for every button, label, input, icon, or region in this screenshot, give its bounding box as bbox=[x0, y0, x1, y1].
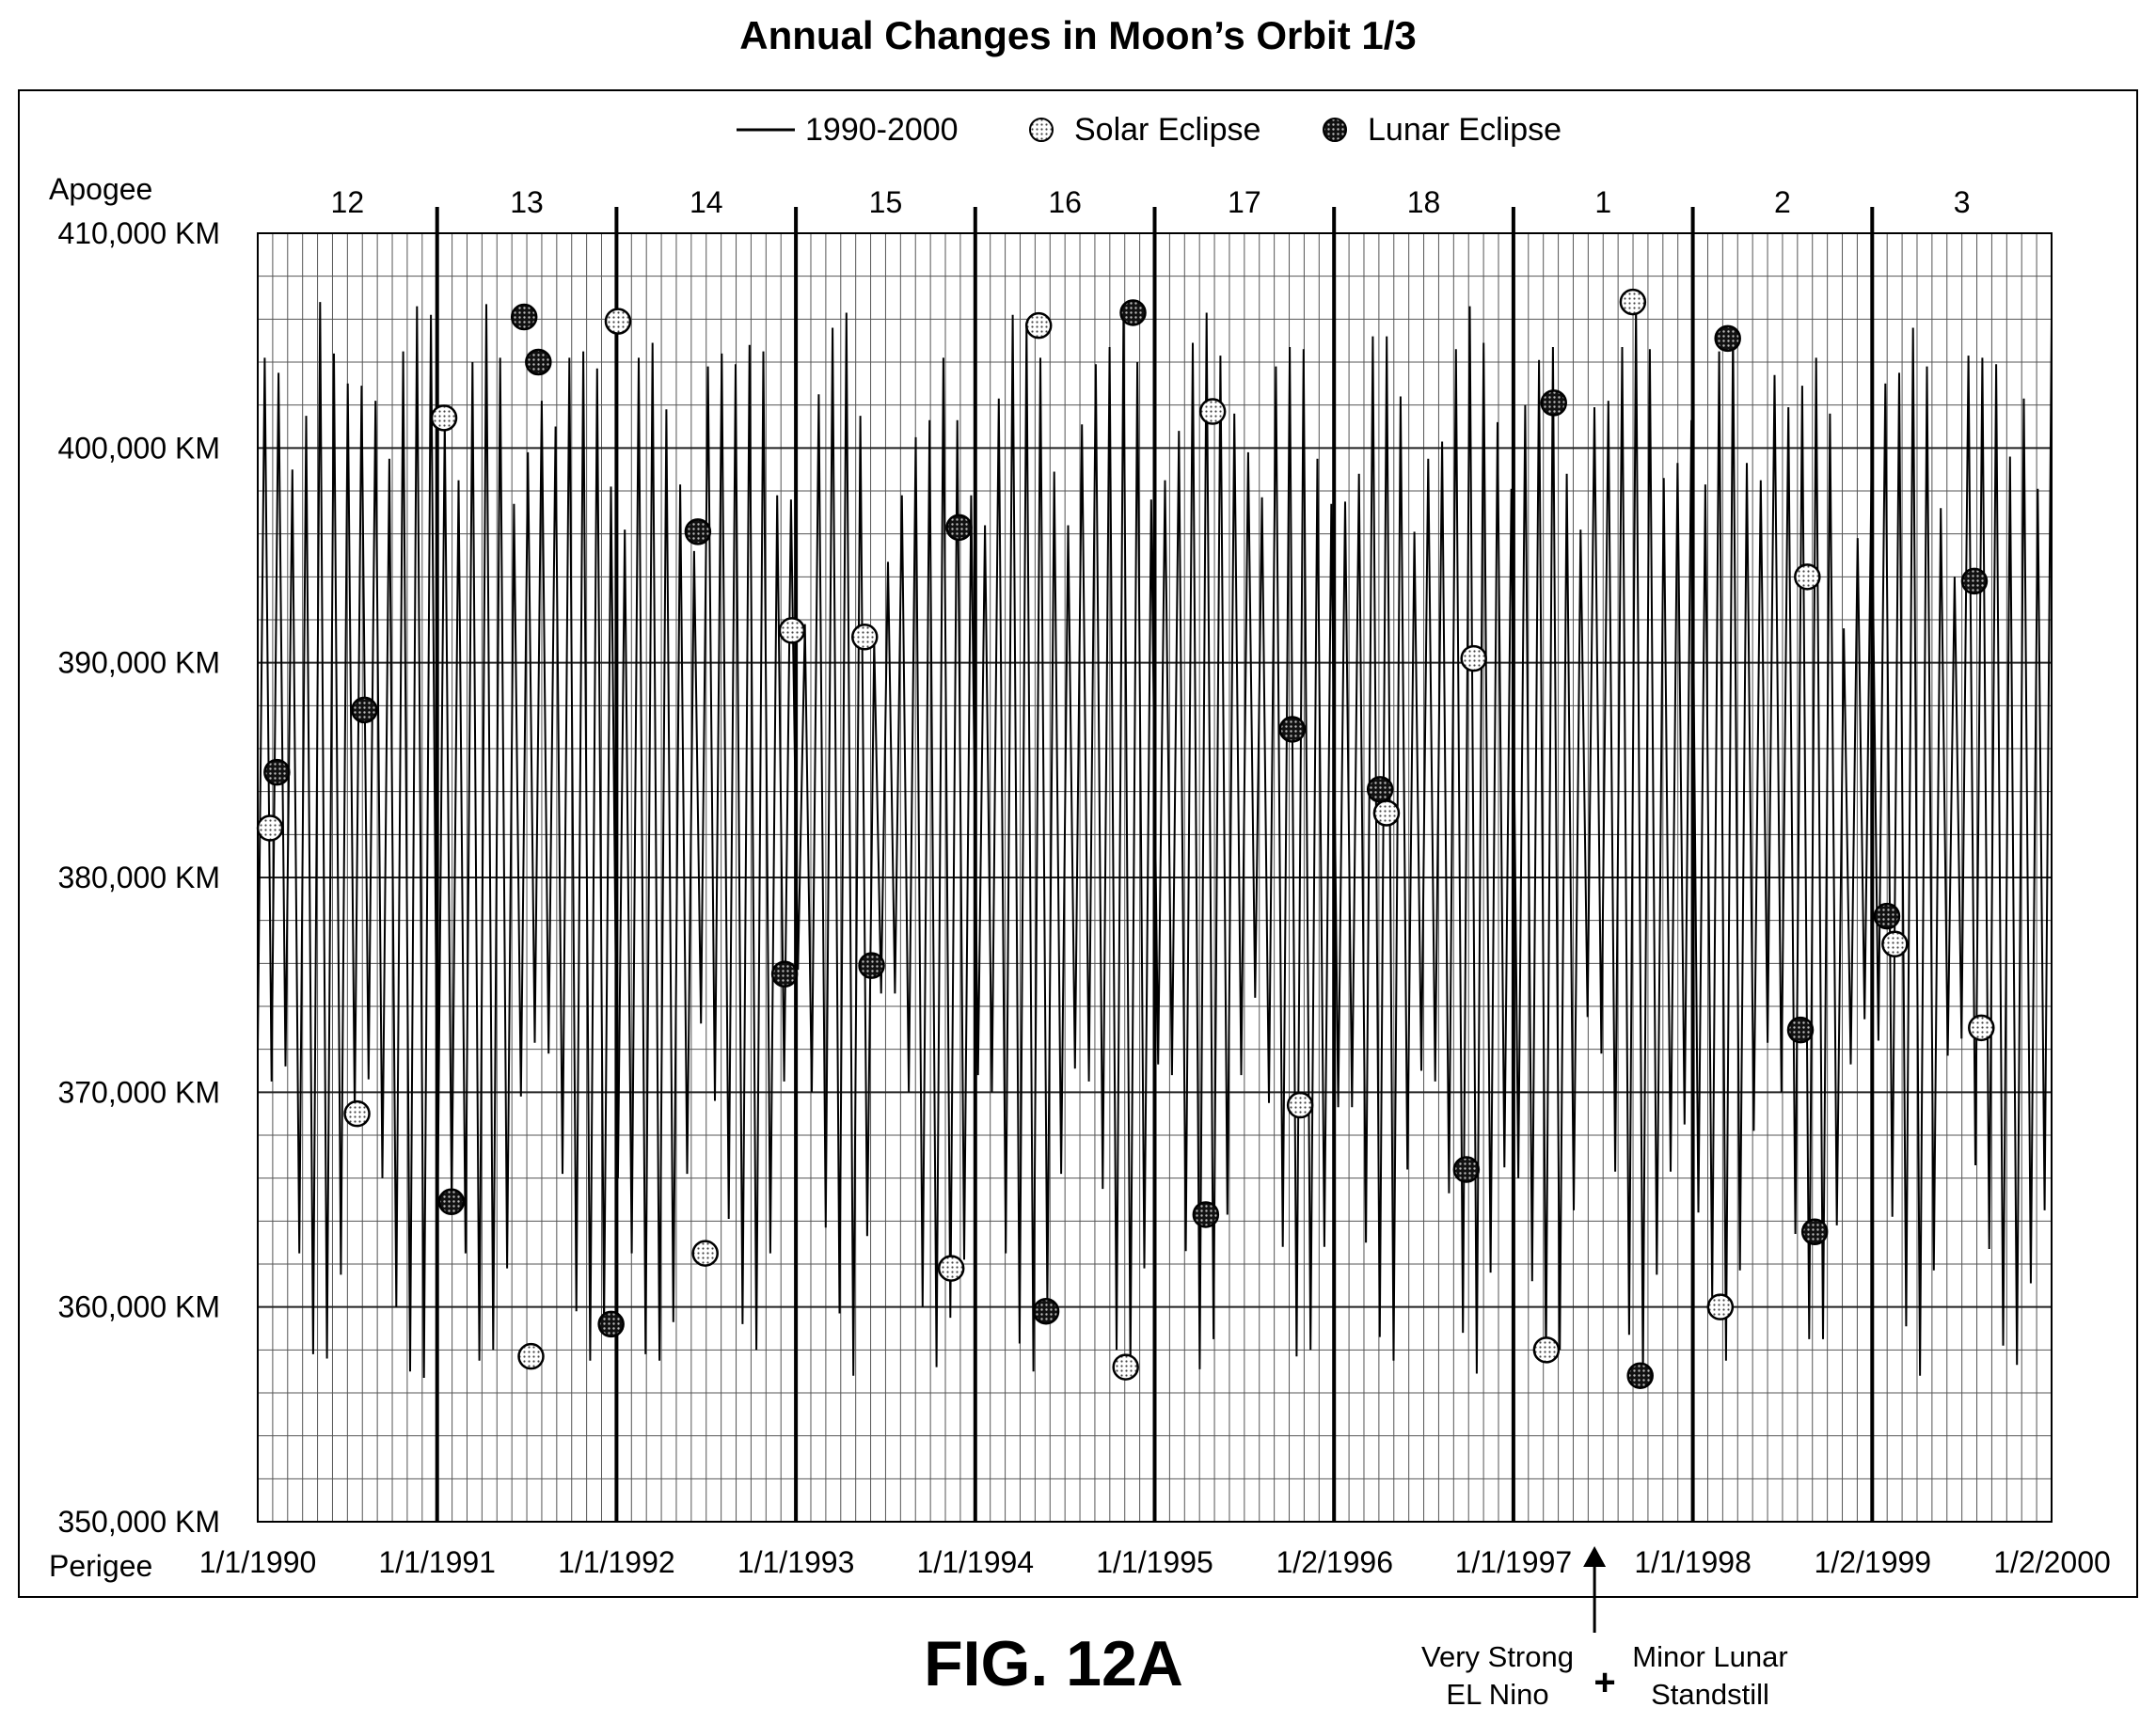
y-tick-label: 400,000 KM bbox=[57, 431, 220, 465]
lunar-eclipse-marker bbox=[1800, 1218, 1829, 1245]
x-tick-label: 1/1/1993 bbox=[737, 1545, 855, 1579]
lunar-eclipse-marker bbox=[1714, 324, 1741, 353]
cycle-label: 13 bbox=[510, 185, 544, 219]
x-tick-label: 1/2/1999 bbox=[1815, 1545, 1932, 1579]
note-left-line2: EL Nino bbox=[1446, 1678, 1548, 1711]
cycle-label: 15 bbox=[869, 185, 903, 219]
lunar-eclipse-marker bbox=[525, 348, 552, 376]
solar-eclipse-marker bbox=[430, 404, 458, 432]
solar-eclipse-marker bbox=[1706, 1293, 1735, 1320]
note-right-line2: Standstill bbox=[1651, 1678, 1769, 1711]
y-tick-label: 370,000 KM bbox=[57, 1075, 220, 1109]
lunar-eclipse-marker bbox=[1032, 1297, 1060, 1325]
x-tick-label: 1/2/1996 bbox=[1276, 1545, 1393, 1579]
x-tick-label: 1/1/1997 bbox=[1455, 1545, 1573, 1579]
chart-frame bbox=[18, 89, 2138, 1598]
lunar-eclipse-marker bbox=[351, 696, 378, 724]
solar-eclipse-marker bbox=[517, 1342, 545, 1370]
figure-label: FIG. 12A bbox=[924, 1628, 1183, 1699]
cycle-label: 16 bbox=[1048, 185, 1082, 219]
lunar-eclipse-marker bbox=[263, 758, 291, 786]
lunar-eclipse-marker bbox=[1626, 1362, 1654, 1389]
solar-eclipse-marker bbox=[691, 1240, 719, 1267]
solar-eclipse-marker bbox=[1372, 799, 1401, 827]
legend-lunar-eclipse-marker bbox=[1323, 118, 1347, 142]
lunar-eclipse-marker bbox=[858, 952, 885, 979]
legend-label-series: 1990-2000 bbox=[805, 112, 959, 148]
y-tick-label: 390,000 KM bbox=[57, 646, 220, 680]
legend-solar-eclipse-marker bbox=[1029, 118, 1054, 142]
legend-label-solar-eclipse: Solar Eclipse bbox=[1074, 112, 1260, 148]
solar-eclipse-marker bbox=[1112, 1353, 1139, 1381]
solar-eclipse-marker bbox=[1968, 1014, 1995, 1042]
lunar-eclipse-marker bbox=[1366, 776, 1394, 803]
chart-title: Annual Changes in Moon’s Orbit 1/3 bbox=[739, 13, 1417, 57]
legend-label-lunar-eclipse: Lunar Eclipse bbox=[1368, 112, 1562, 148]
solar-eclipse-marker bbox=[343, 1099, 371, 1128]
lunar-eclipse-marker bbox=[1960, 567, 1989, 595]
lunar-eclipse-marker bbox=[945, 514, 973, 542]
cycle-label: 1 bbox=[1594, 185, 1611, 219]
solar-eclipse-marker bbox=[1794, 563, 1821, 591]
solar-eclipse-marker bbox=[778, 617, 806, 644]
note-right-line1: Minor Lunar bbox=[1632, 1640, 1787, 1673]
arrow-head bbox=[1583, 1546, 1607, 1567]
lunar-eclipse-marker bbox=[510, 303, 538, 331]
lunar-eclipse-marker bbox=[1786, 1016, 1815, 1044]
solar-eclipse-marker bbox=[850, 624, 879, 651]
lunar-eclipse-marker bbox=[684, 518, 712, 545]
solar-eclipse-marker bbox=[256, 814, 284, 842]
x-tick-label: 1/1/1998 bbox=[1634, 1545, 1752, 1579]
y-tick-label: 350,000 KM bbox=[57, 1505, 220, 1539]
cycle-label: 2 bbox=[1774, 185, 1791, 219]
cycle-label: 12 bbox=[331, 185, 365, 219]
x-axis-ticks: 1/1/1990 1/1/1991 1/1/1992 1/1/1993 1/1/1994… bbox=[199, 1545, 2111, 1579]
y-tick-label: 360,000 KM bbox=[57, 1290, 220, 1324]
cycle-label: 3 bbox=[1954, 185, 1971, 219]
y-tick-label: 410,000 KM bbox=[57, 216, 220, 250]
x-tick-label: 1/1/1990 bbox=[199, 1545, 317, 1579]
solar-eclipse-marker bbox=[1460, 644, 1487, 672]
solar-eclipse-marker bbox=[1881, 930, 1909, 958]
note-plus: + bbox=[1593, 1662, 1615, 1703]
x-tick-label: 1/1/1992 bbox=[558, 1545, 675, 1579]
solar-eclipse-marker bbox=[937, 1255, 965, 1282]
y-tick-label: 380,000 KM bbox=[57, 861, 220, 894]
solar-eclipse-marker bbox=[1024, 311, 1053, 340]
lunar-eclipse-marker bbox=[1119, 299, 1147, 326]
lunar-eclipse-marker bbox=[1452, 1156, 1481, 1183]
cycle-label: 18 bbox=[1407, 185, 1441, 219]
lunar-eclipse-marker bbox=[597, 1310, 625, 1338]
cycle-label: 14 bbox=[690, 185, 723, 219]
lunar-eclipse-marker bbox=[1278, 716, 1307, 743]
solar-eclipse-marker bbox=[1619, 288, 1647, 316]
y-bottom-label: Perigee bbox=[49, 1549, 152, 1583]
lunar-eclipse-marker bbox=[770, 960, 799, 988]
y-axis-ticks: 410,000 KM 400,000 KM 390,000 KM 380,000 KM… bbox=[57, 216, 220, 1539]
solar-eclipse-marker bbox=[1286, 1091, 1314, 1119]
grid bbox=[257, 207, 2053, 1523]
y-top-label: Apogee bbox=[49, 172, 152, 206]
lunar-eclipse-marker bbox=[1540, 389, 1567, 417]
annotations: FIG. 12A Very Strong EL Nino + Minor Lun… bbox=[924, 1546, 1788, 1711]
series-layer bbox=[257, 302, 2053, 1379]
eclipse-markers bbox=[256, 288, 1995, 1389]
x-tick-label: 1/1/1994 bbox=[917, 1545, 1035, 1579]
distance-series-line bbox=[257, 302, 2053, 1379]
x-tick-label: 1/2/2000 bbox=[1993, 1545, 2111, 1579]
cycle-label: 17 bbox=[1228, 185, 1261, 219]
solar-eclipse-marker bbox=[604, 308, 632, 335]
legend: 1990-2000 Solar Eclipse Lunar Eclipse bbox=[737, 112, 1562, 148]
lunar-eclipse-marker bbox=[1192, 1201, 1220, 1228]
x-tick-label: 1/1/1995 bbox=[1096, 1545, 1213, 1579]
lunar-eclipse-marker bbox=[1873, 902, 1901, 930]
note-left-line1: Very Strong bbox=[1421, 1640, 1574, 1673]
lunar-eclipse-marker bbox=[437, 1188, 466, 1216]
solar-eclipse-marker bbox=[1532, 1336, 1561, 1364]
x-tick-label: 1/1/1991 bbox=[378, 1545, 496, 1579]
solar-eclipse-marker bbox=[1198, 398, 1227, 425]
cycle-labels: 12 13 14 15 16 17 18 1 2 3 bbox=[331, 185, 1971, 219]
